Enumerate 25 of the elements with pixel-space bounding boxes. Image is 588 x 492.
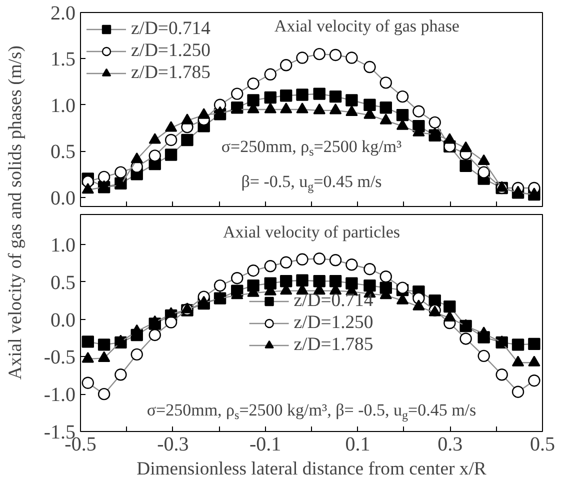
- x-tick-label: 0.3: [438, 434, 463, 456]
- y-tick-label: 0.5: [50, 141, 76, 164]
- y-tick-label: 2.0: [50, 2, 76, 24]
- annotation: Axial velocity of particles: [223, 222, 400, 242]
- legend-label: z/D=1.250: [131, 40, 210, 62]
- x-tick-label: -0.1: [249, 434, 282, 456]
- legend-label: z/D=0.714: [131, 18, 210, 40]
- annotation: Axial velocity of gas phase: [274, 16, 460, 36]
- x-tick-label: 0.5: [530, 434, 555, 456]
- y-axis-title: Axial velocity of gas and solids phases (m/s): [5, 45, 26, 380]
- y-tick-label: 0.5: [50, 272, 76, 294]
- y-tick-label: 0.0: [50, 309, 76, 332]
- x-tick-label: 0.1: [345, 434, 370, 456]
- y-tick-label: 1.0: [50, 234, 76, 256]
- x-tick-label: -0.3: [157, 434, 189, 456]
- y-tick-label: 1.5: [50, 48, 76, 71]
- legend-label: z/D=1.250: [294, 312, 374, 334]
- y-tick-label: 0.0: [50, 187, 76, 210]
- legend-label: z/D=1.785: [294, 334, 374, 356]
- legend-label: z/D=0.714: [294, 290, 374, 312]
- legend-label: z/D=1.785: [131, 62, 210, 84]
- x-axis-title: Dimensionless lateral distance from center x/R: [136, 458, 487, 480]
- y-tick-label: -0.5: [44, 346, 76, 369]
- y-tick-label: 1.0: [50, 94, 76, 117]
- y-tick-label: -1.0: [44, 384, 76, 406]
